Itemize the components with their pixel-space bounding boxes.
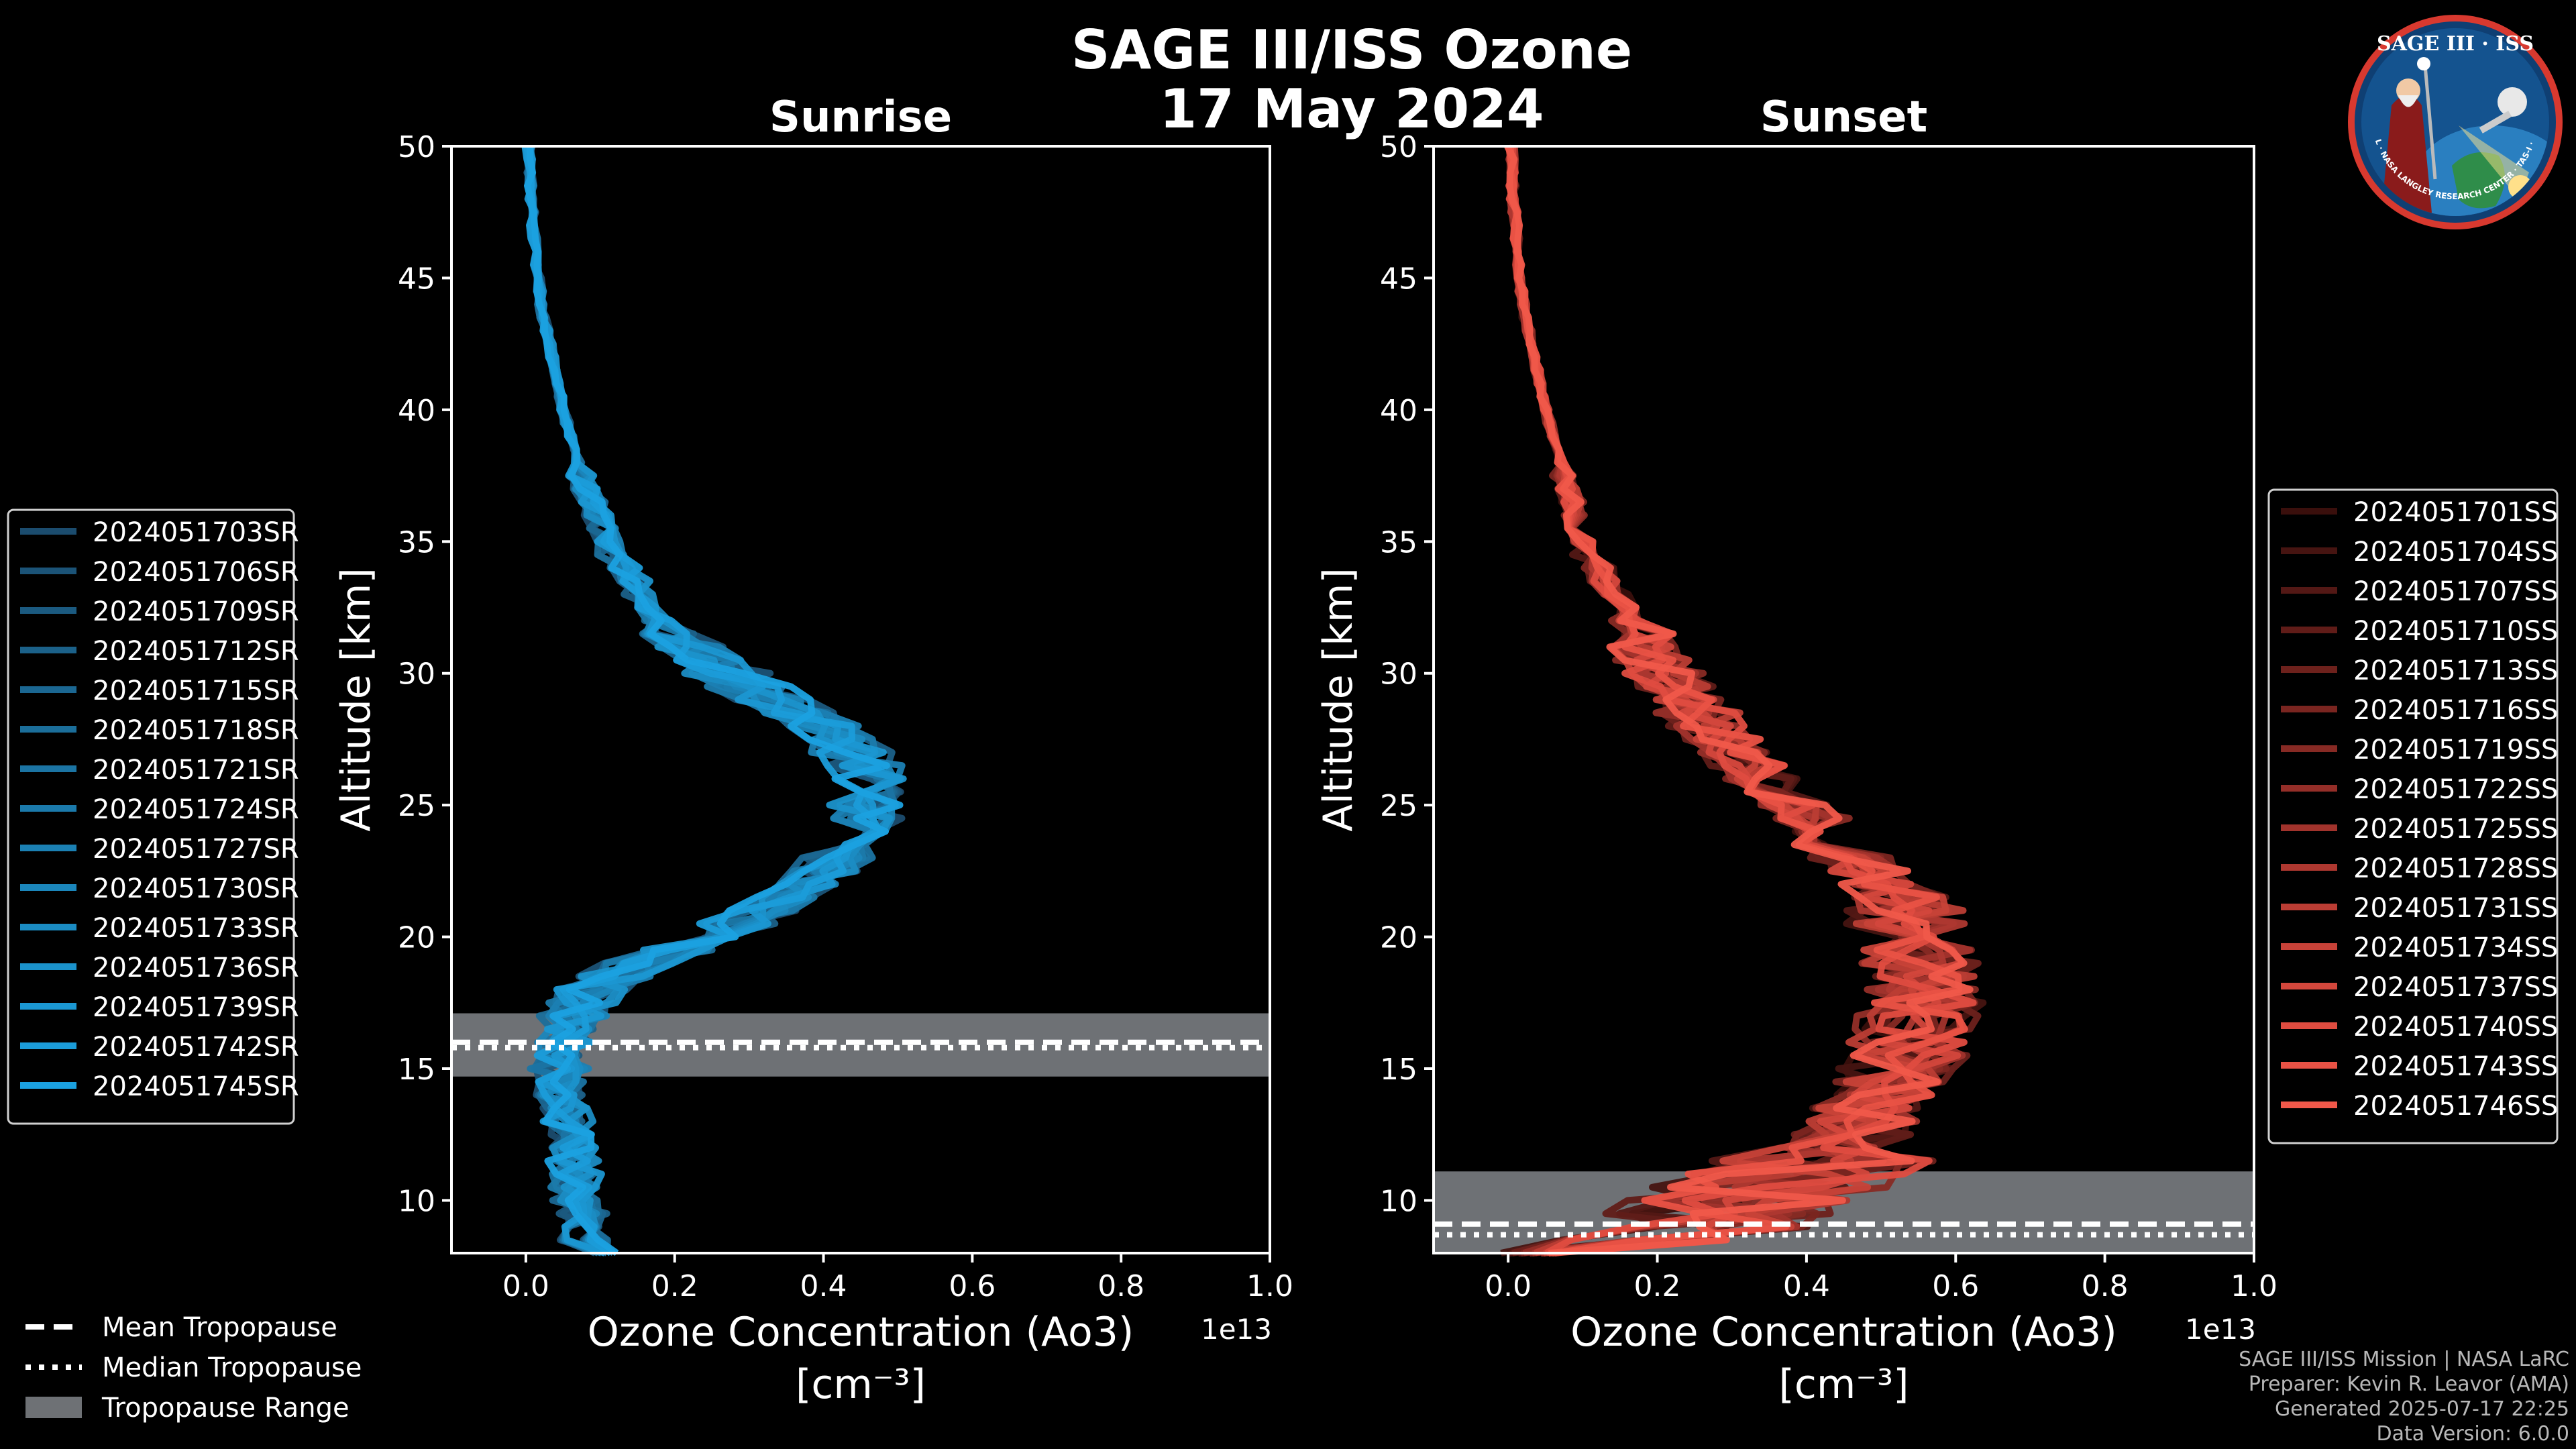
legend-label-2024051707SS: 2024051707SS [2353, 576, 2558, 607]
y-tick-label: 20 [398, 921, 435, 955]
legend-label-2024051704SS: 2024051704SS [2353, 537, 2558, 568]
legend-label-2024051712SR: 2024051712SR [93, 636, 299, 667]
profile-line-2024051706SR [525, 146, 902, 1256]
figure-credits: SAGE III/ISS Mission | NASA LaRC Prepare… [2239, 1347, 2569, 1446]
legend-label-2024051716SS: 2024051716SS [2353, 695, 2558, 726]
x-tick-label: 1.0 [1246, 1269, 1293, 1303]
y-tick-label: 50 [1380, 130, 1417, 164]
y-tick-label: 10 [398, 1184, 435, 1218]
tropopause-legend-label: Tropopause Range [101, 1393, 350, 1424]
legend-label-2024051736SR: 2024051736SR [93, 953, 299, 983]
x-scale-label: 1e13 [1201, 1313, 1272, 1346]
y-tick-label: 45 [1380, 262, 1417, 296]
x-tick-label: 0.2 [651, 1269, 698, 1303]
profile-line-2024051739SR [525, 145, 904, 1256]
legend-label-2024051739SR: 2024051739SR [93, 992, 299, 1023]
y-tick-label: 40 [398, 394, 435, 428]
y-tick-label: 50 [398, 130, 435, 164]
series-legend-box [2267, 488, 2559, 1144]
x-tick-label: 0.2 [1634, 1269, 1681, 1303]
y-tick-label: 35 [398, 525, 435, 559]
legend-label-2024051743SS: 2024051743SS [2353, 1051, 2558, 1082]
legend-label-2024051734SS: 2024051734SS [2353, 932, 2558, 963]
y-tick-label: 30 [1380, 657, 1417, 692]
legend-label-2024051710SS: 2024051710SS [2353, 616, 2558, 647]
y-tick-label: 40 [1380, 394, 1417, 428]
profile-line-2024051745SR [524, 146, 904, 1256]
x-axis-units: [cm⁻³] [1779, 1361, 1909, 1408]
legend-label-2024051713SS: 2024051713SS [2353, 655, 2558, 686]
y-tick-label: 45 [398, 262, 435, 296]
panel-title: Sunset [1760, 93, 1927, 142]
legend-label-2024051742SR: 2024051742SR [93, 1032, 299, 1063]
y-axis-label: Altitude [km] [333, 568, 380, 832]
plot-frame [1432, 145, 2255, 1254]
legend-label-2024051746SS: 2024051746SS [2353, 1091, 2558, 1122]
y-tick-label: 15 [398, 1053, 435, 1087]
legend-label-2024051721SR: 2024051721SR [93, 755, 299, 786]
figure-title: SAGE III/ISS Ozone [1071, 19, 1633, 81]
x-axis-units: [cm⁻³] [796, 1361, 926, 1408]
plot-frame [450, 145, 1271, 1254]
legend-label-2024051730SR: 2024051730SR [93, 873, 299, 904]
x-tick-label: 0.8 [1097, 1269, 1144, 1303]
x-tick-label: 0.6 [949, 1269, 996, 1303]
legend-label-2024051737SS: 2024051737SS [2353, 972, 2558, 1003]
y-tick-label: 10 [1380, 1184, 1417, 1218]
legend-label-2024051728SS: 2024051728SS [2353, 853, 2558, 884]
legend-label-2024051745SR: 2024051745SR [93, 1071, 299, 1102]
x-tick-label: 1.0 [2231, 1269, 2277, 1303]
credit-mission: SAGE III/ISS Mission | NASA LaRC [2239, 1348, 2569, 1371]
x-tick-label: 0.0 [1485, 1269, 1532, 1303]
legend-label-2024051727SR: 2024051727SR [93, 834, 299, 865]
legend-label-2024051740SS: 2024051740SS [2353, 1012, 2558, 1042]
legend-label-2024051715SR: 2024051715SR [93, 676, 299, 706]
y-tick-label: 25 [398, 789, 435, 823]
tropopause-legend-label: Median Tropopause [102, 1352, 362, 1383]
x-tick-label: 0.0 [502, 1269, 549, 1303]
legend-label-2024051722SS: 2024051722SS [2353, 774, 2558, 805]
legend-label-2024051718SR: 2024051718SR [93, 715, 299, 746]
legend-tropopause-range-swatch [25, 1397, 82, 1418]
legend-label-2024051724SR: 2024051724SR [93, 794, 299, 825]
credit-data-version: Data Version: 6.0.0 [2376, 1422, 2569, 1446]
sage-iii-iss-mission-logo: SAGE III · ISS BALL · NASA LANGLEY RESEA… [2345, 11, 2563, 229]
legend-label-2024051725SS: 2024051725SS [2353, 814, 2558, 845]
x-tick-label: 0.8 [2082, 1269, 2129, 1303]
y-axis-label: Altitude [km] [1315, 568, 1362, 832]
legend-label-2024051703SR: 2024051703SR [93, 517, 299, 548]
profile-line-2024051736SR [523, 145, 907, 1256]
legend-label-2024051706SR: 2024051706SR [93, 557, 299, 588]
credit-preparer: Preparer: Kevin R. Leavor (AMA) [2248, 1373, 2569, 1396]
profile-line-2024051727SR [525, 145, 906, 1256]
legend-label-2024051731SS: 2024051731SS [2353, 893, 2558, 924]
y-tick-label: 25 [1380, 789, 1417, 823]
profile-line-2024051703SR [525, 145, 906, 1256]
legend-label-2024051701SS: 2024051701SS [2353, 497, 2558, 528]
x-tick-label: 0.4 [1783, 1269, 1830, 1303]
profile-line-2024051733SR [525, 146, 895, 1256]
profile-line-2024051730SR [526, 146, 898, 1256]
profile-line-2024051746SS [1504, 144, 1974, 1256]
profile-line-2024051721SR [523, 145, 899, 1256]
panel-title: Sunrise [769, 93, 952, 142]
y-tick-label: 30 [398, 657, 435, 692]
figure-date: 17 May 2024 [1159, 78, 1544, 140]
legend-label-2024051719SS: 2024051719SS [2353, 735, 2558, 765]
y-tick-label: 15 [1380, 1053, 1417, 1087]
credit-generated: Generated 2025-07-17 22:25 [2274, 1397, 2569, 1421]
x-axis-label: Ozone Concentration (Ao3) [1570, 1309, 2117, 1356]
logo-text: SAGE III · ISS [2377, 32, 2534, 56]
x-axis-label: Ozone Concentration (Ao3) [588, 1309, 1134, 1356]
y-tick-label: 20 [1380, 921, 1417, 955]
x-tick-label: 0.6 [1932, 1269, 1979, 1303]
x-scale-label: 1e13 [2185, 1313, 2256, 1346]
series-legend-box [7, 508, 295, 1125]
y-tick-label: 35 [1380, 525, 1417, 559]
legend-label-2024051733SR: 2024051733SR [93, 913, 299, 944]
tropopause-legend-label: Mean Tropopause [102, 1312, 337, 1343]
legend-label-2024051709SR: 2024051709SR [93, 596, 299, 627]
x-tick-label: 0.4 [800, 1269, 847, 1303]
